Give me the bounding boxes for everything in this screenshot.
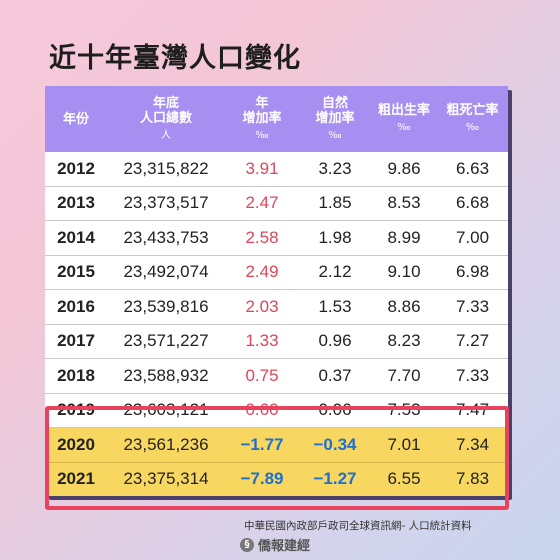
cell-natural-rate: 0.96 bbox=[318, 331, 352, 351]
table-body: 2012 23,315,822 3.91 3.23 9.86 6.63 2013 23,373… bbox=[45, 152, 508, 496]
cell-annual-rate: 2.58 bbox=[245, 227, 279, 247]
header-natural-rate-unit: ‰ bbox=[328, 129, 342, 141]
cell-population: 23,433,753 bbox=[123, 227, 209, 247]
cell-natural-rate: 0.37 bbox=[318, 365, 352, 385]
brand: § 僑報建經 bbox=[240, 535, 310, 554]
cell-year: 2016 bbox=[57, 296, 95, 316]
cell-annual-rate: 2.47 bbox=[245, 193, 279, 213]
cell-population: 23,588,932 bbox=[123, 365, 209, 385]
table-row: 2014 23,433,753 2.58 1.98 8.99 7.00 bbox=[45, 221, 508, 256]
cell-year: 2021 bbox=[57, 469, 95, 489]
cell-annual-rate: 3.91 bbox=[245, 158, 279, 178]
cell-death-rate: 6.98 bbox=[455, 262, 490, 282]
cell-natural-rate: −1.27 bbox=[313, 469, 357, 489]
header-birth-rate-unit: ‰ bbox=[397, 122, 411, 133]
cell-natural-rate: −0.34 bbox=[313, 434, 357, 454]
header-death-rate: 粗死亡率 ‰ bbox=[437, 103, 508, 135]
cell-natural-rate: 2.12 bbox=[318, 262, 352, 282]
header-death-rate-unit: ‰ bbox=[465, 122, 480, 133]
cell-birth-rate: 7.53 bbox=[387, 400, 421, 420]
source-note: 中華民國內政部戶政司全球資訊網- 人口統計資料 bbox=[244, 520, 472, 532]
header-population-line2: 人口總數 bbox=[139, 110, 192, 126]
cell-population: 23,603,121 bbox=[123, 400, 209, 420]
header-birth-rate: 粗出生率 ‰ bbox=[371, 103, 437, 135]
cell-birth-rate: 9.10 bbox=[387, 262, 421, 282]
table-row: 2019 23,603,121 0.60 0.06 7.53 7.47 bbox=[45, 394, 508, 428]
cell-year: 2019 bbox=[57, 400, 95, 420]
table-row: 2016 23,539,816 2.03 1.53 8.86 7.33 bbox=[45, 290, 508, 325]
cell-year: 2015 bbox=[57, 262, 95, 282]
header-annual-rate: 年 增加率 ‰ bbox=[225, 96, 299, 143]
page-title: 近十年臺灣人口變化 bbox=[49, 43, 301, 74]
cell-population: 23,492,074 bbox=[123, 262, 209, 282]
header-birth-rate-label: 粗出生率 bbox=[377, 103, 430, 118]
cell-death-rate: 6.63 bbox=[455, 158, 490, 178]
cell-population: 23,561,236 bbox=[123, 434, 209, 454]
table-card: 年份 年底 人口總數 人 年 增加率 ‰ 自然 增加率 ‰ 粗出生率 ‰ bbox=[45, 86, 508, 496]
cell-annual-rate: 0.60 bbox=[245, 400, 279, 420]
header-natural-rate-line1: 自然 bbox=[321, 95, 348, 111]
cell-death-rate: 7.00 bbox=[455, 227, 490, 247]
table-row: 2018 23,588,932 0.75 0.37 7.70 7.33 bbox=[45, 359, 508, 394]
cell-birth-rate: 7.01 bbox=[387, 434, 421, 454]
cell-birth-rate: 6.55 bbox=[387, 469, 421, 489]
cell-birth-rate: 8.99 bbox=[387, 227, 421, 247]
cell-birth-rate: 8.23 bbox=[387, 331, 421, 351]
cell-death-rate: 7.47 bbox=[455, 400, 490, 420]
cell-population: 23,315,822 bbox=[123, 158, 209, 178]
cell-year: 2012 bbox=[57, 158, 95, 178]
header-annual-rate-line2: 增加率 bbox=[242, 110, 282, 126]
cell-annual-rate: 2.03 bbox=[245, 296, 279, 316]
population-table: 年份 年底 人口總數 人 年 增加率 ‰ 自然 增加率 ‰ 粗出生率 ‰ bbox=[45, 86, 512, 508]
cell-death-rate: 7.33 bbox=[455, 365, 490, 385]
cell-year: 2020 bbox=[57, 434, 95, 454]
cell-year: 2018 bbox=[57, 365, 95, 385]
table-row: 2021 23,375,314 −7.89 −1.27 6.55 7.83 bbox=[45, 462, 508, 496]
header-population-unit: 人 bbox=[161, 129, 171, 141]
table-row: 2017 23,571,227 1.33 0.96 8.23 7.27 bbox=[45, 325, 508, 359]
header-natural-rate: 自然 增加率 ‰ bbox=[299, 96, 371, 143]
cell-population: 23,571,227 bbox=[123, 331, 209, 351]
cell-birth-rate: 7.70 bbox=[387, 365, 421, 385]
header-population: 年底 人口總數 人 bbox=[107, 96, 225, 143]
header-annual-rate-unit: ‰ bbox=[255, 129, 269, 141]
cell-population: 23,539,816 bbox=[123, 296, 209, 316]
header-population-line1: 年底 bbox=[152, 95, 179, 111]
cell-birth-rate: 8.86 bbox=[387, 296, 421, 316]
brand-logo-icon: § bbox=[240, 537, 254, 552]
cell-year: 2013 bbox=[57, 193, 95, 213]
cell-natural-rate: 0.06 bbox=[318, 400, 352, 420]
table-row: 2015 23,492,074 2.49 2.12 9.10 6.98 bbox=[45, 256, 508, 290]
table-header: 年份 年底 人口總數 人 年 增加率 ‰ 自然 增加率 ‰ 粗出生率 ‰ bbox=[45, 86, 508, 152]
header-annual-rate-line1: 年 bbox=[255, 95, 269, 111]
cell-annual-rate: 0.75 bbox=[245, 365, 279, 385]
brand-name: 僑報建經 bbox=[258, 539, 311, 554]
cell-annual-rate: 1.33 bbox=[245, 331, 279, 351]
cell-death-rate: 7.33 bbox=[455, 296, 490, 316]
header-year-label: 年份 bbox=[62, 111, 89, 127]
cell-natural-rate: 3.23 bbox=[318, 158, 352, 178]
cell-annual-rate: 2.49 bbox=[245, 262, 279, 282]
cell-annual-rate: −7.89 bbox=[240, 469, 284, 489]
table-row: 2012 23,315,822 3.91 3.23 9.86 6.63 bbox=[45, 152, 508, 187]
cell-population: 23,375,314 bbox=[123, 469, 209, 489]
cell-natural-rate: 1.98 bbox=[318, 227, 352, 247]
header-natural-rate-line2: 增加率 bbox=[315, 110, 355, 126]
header-death-rate-label: 粗死亡率 bbox=[446, 103, 499, 118]
table-row: 2013 23,373,517 2.47 1.85 8.53 6.68 bbox=[45, 187, 508, 221]
cell-year: 2017 bbox=[57, 331, 95, 351]
cell-death-rate: 7.27 bbox=[455, 331, 490, 351]
cell-population: 23,373,517 bbox=[123, 193, 209, 213]
cell-year: 2014 bbox=[57, 227, 95, 247]
cell-birth-rate: 8.53 bbox=[387, 193, 421, 213]
table-row: 2020 23,561,236 −1.77 −0.34 7.01 7.34 bbox=[45, 428, 508, 463]
cell-death-rate: 7.83 bbox=[455, 469, 490, 489]
header-year: 年份 bbox=[45, 112, 107, 127]
cell-birth-rate: 9.86 bbox=[387, 158, 421, 178]
cell-natural-rate: 1.85 bbox=[318, 193, 352, 213]
cell-death-rate: 6.68 bbox=[455, 193, 490, 213]
cell-death-rate: 7.34 bbox=[455, 434, 490, 454]
cell-natural-rate: 1.53 bbox=[318, 296, 352, 316]
cell-annual-rate: −1.77 bbox=[240, 434, 284, 454]
